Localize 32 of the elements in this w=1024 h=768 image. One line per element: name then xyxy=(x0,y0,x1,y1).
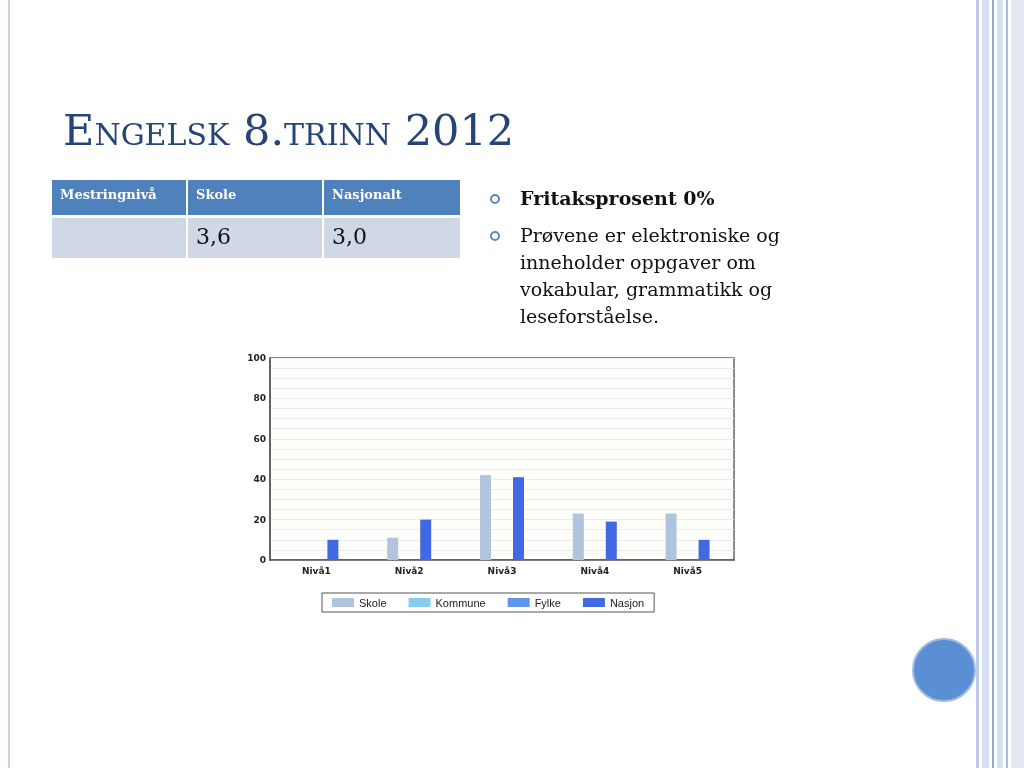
text: Fritaksprosent 0% xyxy=(520,187,715,209)
y-tick-label: 80 xyxy=(253,393,266,404)
bar xyxy=(605,521,617,560)
bar xyxy=(665,513,677,560)
y-tick-label: 0 xyxy=(259,555,266,565)
bar xyxy=(387,537,399,560)
text: Prøvene er elektroniske og inneholder oppgaver om vokabular, grammatikk og leseforståelse. xyxy=(520,224,780,327)
legend-label: Skole xyxy=(359,596,387,609)
x-tick-label: Nivå2 xyxy=(394,565,424,576)
x-tick-label: Nivå3 xyxy=(487,565,517,576)
text: 3,6 xyxy=(188,218,322,258)
legend-label: Fylke xyxy=(534,596,561,609)
y-tick-label: 40 xyxy=(253,474,266,485)
y-tick-label: 20 xyxy=(253,514,266,525)
x-tick-label: Nivå5 xyxy=(673,565,703,576)
legend-label: Kommune xyxy=(435,596,486,609)
y-tick-label: 100 xyxy=(247,353,266,363)
text: Skole xyxy=(188,180,322,218)
text: Mestringnivå xyxy=(52,180,186,218)
legend-label: Nasjon xyxy=(609,596,645,609)
y-tick-label: 60 xyxy=(253,433,266,444)
bar xyxy=(513,477,524,560)
bar xyxy=(698,539,710,560)
bar xyxy=(572,513,584,560)
x-tick-label: Nivå4 xyxy=(580,565,610,576)
bar xyxy=(327,539,339,560)
chart-title: Engelsk 8.trinn 2012 xyxy=(63,104,515,157)
text: Nasjonalt xyxy=(324,180,460,218)
text: 3,0 xyxy=(324,218,460,258)
bar xyxy=(420,519,432,560)
bar xyxy=(480,475,491,560)
x-tick-label: Nivå1 xyxy=(301,565,331,576)
